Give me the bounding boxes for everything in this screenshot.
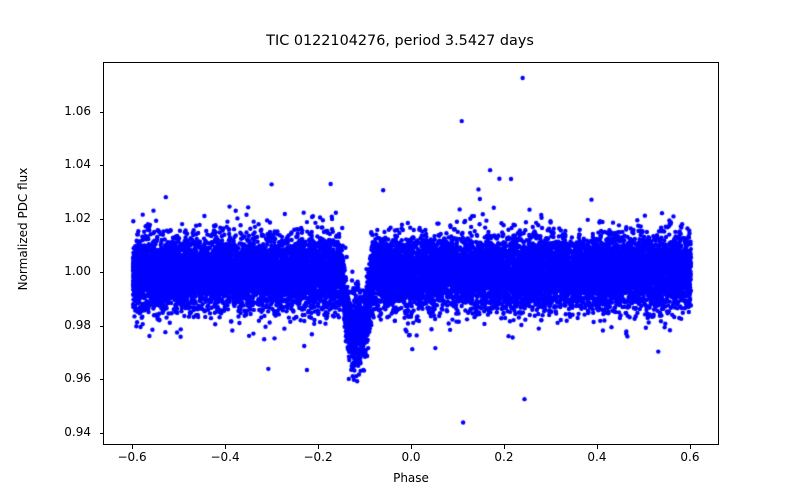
x-tick-label: 0.4	[587, 450, 607, 464]
y-tick-label: 0.98	[64, 317, 91, 332]
y-tick-label: 1.00	[64, 264, 91, 279]
plot-axes-frame	[103, 62, 720, 446]
y-tick-label: 0.94	[64, 424, 91, 439]
x-axis-label: Phase	[393, 471, 429, 485]
y-tick-mark	[99, 111, 103, 113]
y-tick-label: 1.06	[64, 103, 91, 118]
y-tick-mark	[99, 432, 103, 434]
x-tick-mark	[596, 445, 598, 449]
x-tick-label: 0.0	[401, 450, 421, 464]
x-tick-mark	[689, 445, 691, 449]
y-tick-label: 0.96	[64, 371, 91, 386]
x-tick-label: 0.6	[680, 450, 700, 464]
x-tick-mark	[503, 445, 505, 449]
page-title: TIC 0122104276, period 3.5427 days	[266, 33, 534, 49]
x-tick-label: −0.4	[210, 450, 240, 464]
x-tick-mark	[132, 445, 134, 449]
y-tick-label: 1.04	[64, 157, 91, 172]
y-tick-mark	[99, 218, 103, 220]
x-tick-mark	[411, 445, 412, 449]
scatter-plot-canvas	[104, 63, 720, 446]
y-tick-mark	[99, 272, 103, 274]
y-tick-mark	[99, 165, 103, 167]
x-tick-label: 0.2	[494, 450, 514, 464]
y-axis-label: Normalized PDC flux	[16, 167, 30, 291]
x-tick-label: −0.6	[117, 450, 147, 464]
x-tick-mark	[318, 445, 320, 449]
x-tick-mark	[225, 445, 227, 449]
y-tick-mark	[99, 379, 103, 381]
y-tick-label: 1.02	[64, 210, 91, 225]
x-tick-label: −0.2	[303, 450, 333, 464]
y-tick-mark	[99, 325, 103, 327]
